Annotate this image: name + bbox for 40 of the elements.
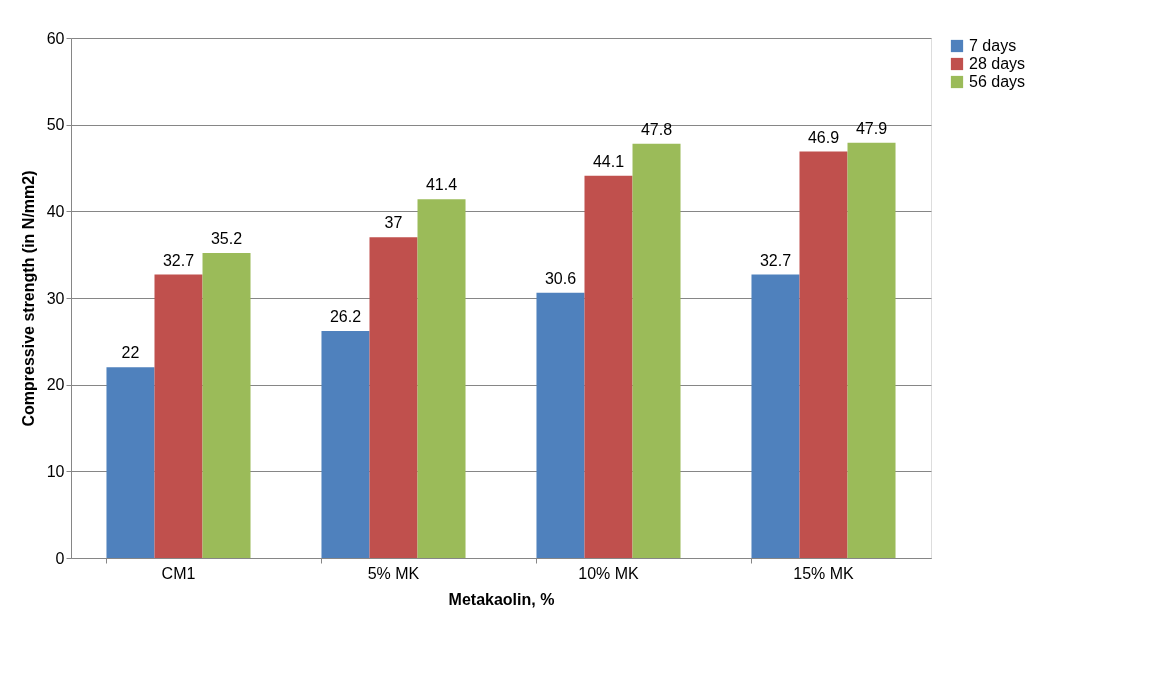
bar <box>751 274 800 558</box>
bar <box>536 292 585 558</box>
x-tick-label: CM1 <box>161 564 196 582</box>
y-axis-title: Compressive strength (in N/mm2) <box>19 170 37 427</box>
y-tick-label: 50 <box>46 116 65 134</box>
y-tick-label: 30 <box>46 289 65 307</box>
x-axis-title: Metakaolin, % <box>448 590 555 608</box>
data-label: 35.2 <box>210 229 243 247</box>
legend-label: 28 days <box>969 55 1026 72</box>
bar <box>321 330 370 558</box>
x-tick-label: 15% MK <box>793 564 855 582</box>
data-label: 32.7 <box>162 251 195 269</box>
y-tick-label: 40 <box>46 202 65 220</box>
data-label: 47.9 <box>855 119 888 137</box>
data-label: 22 <box>121 344 140 362</box>
data-label: 30.6 <box>544 269 577 287</box>
bar <box>632 143 681 558</box>
data-label: 41.4 <box>425 176 458 194</box>
data-label: 37 <box>384 214 403 232</box>
bar <box>369 237 418 558</box>
x-tick-label: 5% MK <box>367 564 420 582</box>
bar <box>417 199 466 558</box>
bar <box>584 175 633 558</box>
x-tick-label: 10% MK <box>578 564 640 582</box>
y-tick-label: 20 <box>46 376 65 394</box>
y-tick-label: 0 <box>55 549 65 567</box>
legend-label: 7 days <box>969 37 1017 54</box>
data-label: 32.7 <box>759 251 792 269</box>
data-label: 47.8 <box>640 120 673 138</box>
legend-label: 56 days <box>969 73 1026 90</box>
bar <box>847 142 896 558</box>
data-label: 26.2 <box>329 307 362 325</box>
bar <box>106 367 155 558</box>
bar <box>202 252 251 558</box>
y-tick-label: 10 <box>46 462 65 480</box>
bar <box>154 274 203 558</box>
bar <box>799 151 848 558</box>
data-label: 46.9 <box>807 128 840 146</box>
y-tick-label: 60 <box>46 29 65 47</box>
data-label: 44.1 <box>592 152 625 170</box>
